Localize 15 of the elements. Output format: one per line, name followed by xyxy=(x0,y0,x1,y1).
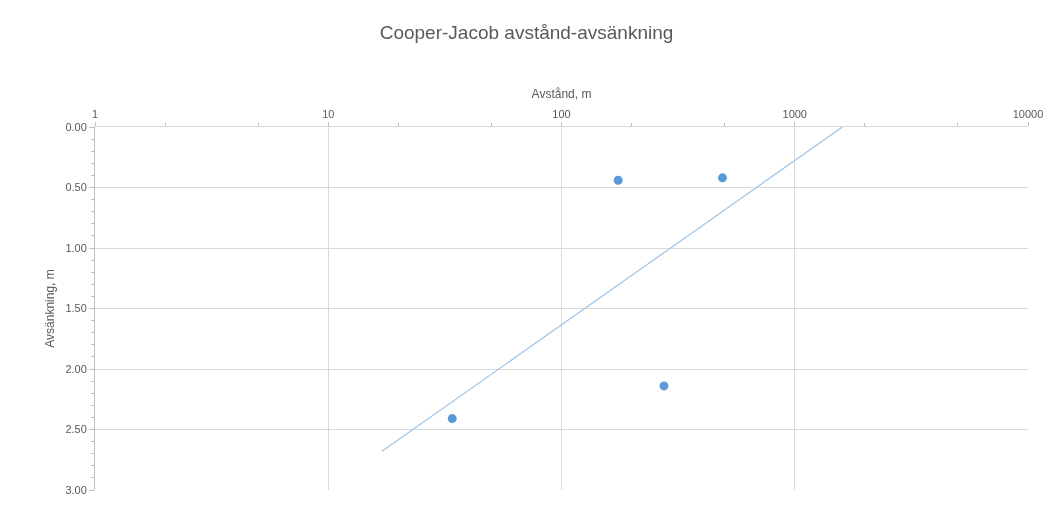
x-tick-label: 10000 xyxy=(1012,107,1044,120)
x-tick-label: 10 xyxy=(322,107,335,120)
y-tick-label: 2.50 xyxy=(65,423,87,436)
y-tick-label: 3.00 xyxy=(65,483,87,496)
y-tick-label: 1.00 xyxy=(65,241,87,254)
chart-title: Cooper-Jacob avstånd-avsänkning xyxy=(379,21,674,43)
y-tick-label: 0.00 xyxy=(65,120,87,133)
x-tick-label: 1000 xyxy=(782,107,807,120)
x-tick-label: 100 xyxy=(552,107,571,120)
y-tick-label: 2.00 xyxy=(65,362,87,375)
y-axis-title: Avsänkning, m xyxy=(42,269,57,348)
y-tick-label: 1.50 xyxy=(65,302,87,315)
x-axis-title: Avstånd, m xyxy=(531,86,592,101)
x-tick-label: 1 xyxy=(91,107,99,120)
y-tick-label: 0.50 xyxy=(65,181,87,194)
